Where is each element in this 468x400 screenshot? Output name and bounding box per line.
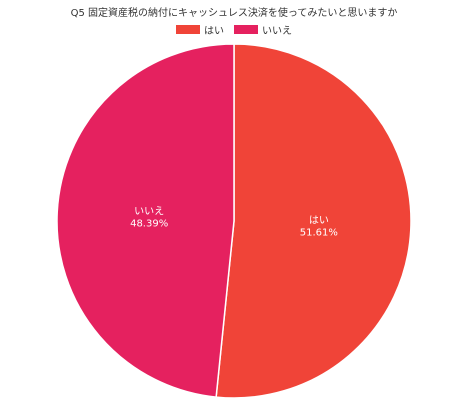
chart-legend: はい いいえ	[0, 22, 468, 37]
slice-label-no: いいえ 48.39%	[130, 206, 168, 230]
chart-title: Q5 固定資産税の納付にキャッシュレス決済を使ってみたいと思いますか	[70, 8, 398, 19]
legend-label-yes: はい	[204, 26, 224, 37]
pie-slice-yes[interactable]	[215, 43, 412, 399]
slice-label-yes: はい 51.61%	[300, 214, 338, 238]
pie-slice-no[interactable]	[56, 43, 235, 398]
legend-item-yes[interactable]: はい	[176, 22, 224, 37]
legend-swatch-no	[234, 25, 258, 34]
legend-swatch-yes	[176, 25, 200, 34]
legend-label-no: いいえ	[262, 26, 292, 37]
legend-item-no[interactable]: いいえ	[234, 22, 292, 37]
